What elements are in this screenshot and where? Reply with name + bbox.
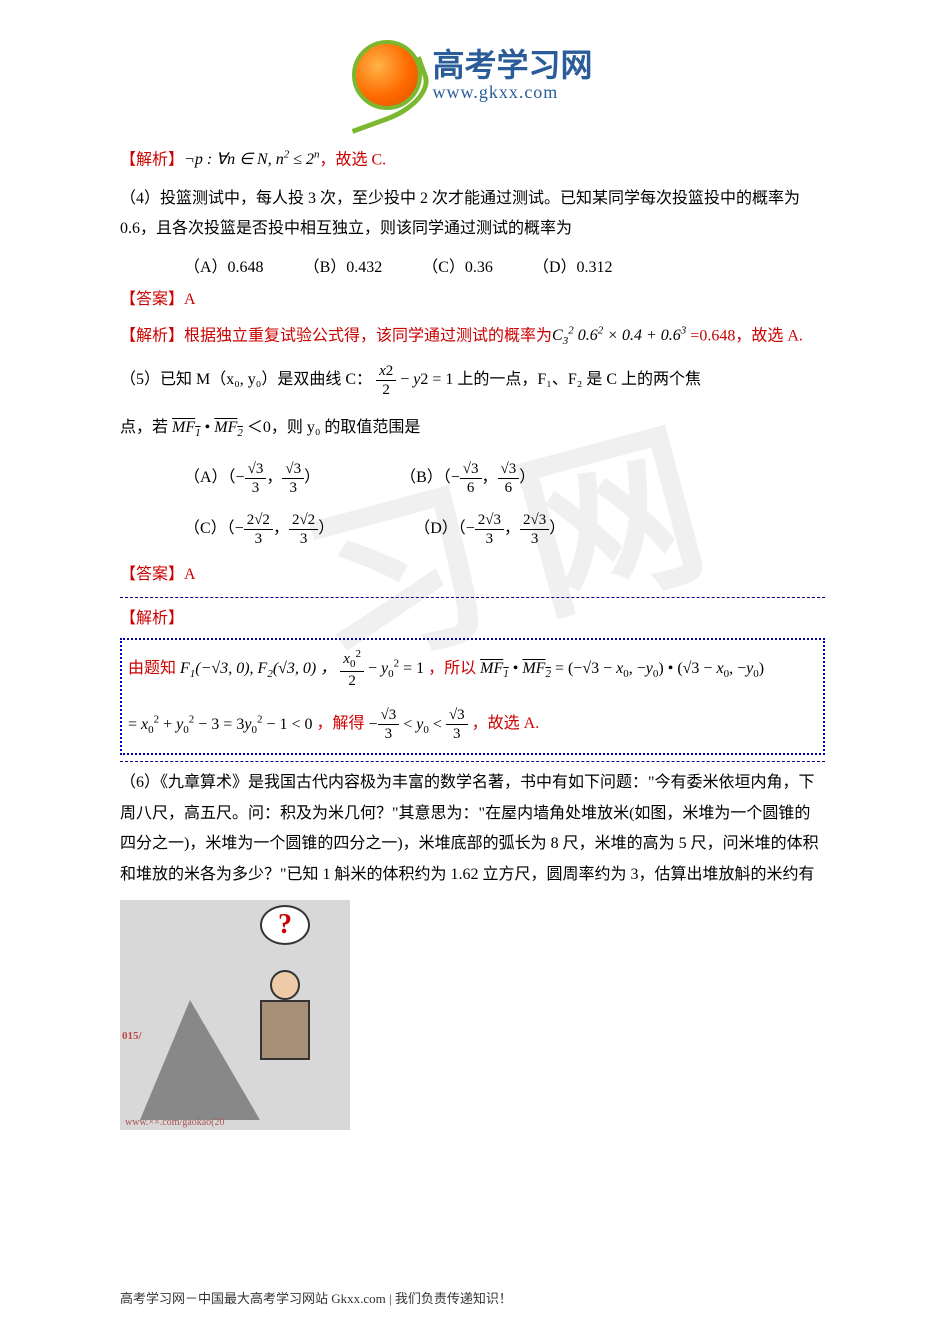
q4-answer: 【答案】A: [120, 285, 825, 315]
q5-options-ab: （A）（−√33，√33） （B）（−√36，√36）: [120, 460, 825, 497]
q5-optC: （C）（−2√23，2√23）: [184, 511, 334, 548]
logo-url: www.gkxx.com: [432, 83, 592, 103]
q4-optA: （A）0.648: [184, 253, 264, 277]
q5-optA: （A）（−√33，√33）: [184, 460, 320, 497]
logo-title: 高考学习网: [432, 48, 592, 83]
q5-analysis-label: 【解析】: [120, 604, 825, 634]
page-footer: 高考学习网－中国最大高考学习网站 Gkxx.com | 我们负责传递知识！: [120, 1288, 512, 1307]
q6-figure: 015/ ? www.××.com/gaokao(20: [120, 900, 350, 1130]
q4-options: （A）0.648 （B）0.432 （C）0.36 （D）0.312: [120, 253, 825, 277]
q5-optB: （B）（−√36，√36）: [400, 460, 535, 497]
q5-solution-box: 由题知 F1(−√3, 0), F2(√3, 0) ， x022 − y02 =…: [120, 638, 825, 755]
q5-text1: （5）已知 M（x₀, y₀）是双曲线 C： x22 − y2 = 1 上的一点…: [120, 362, 825, 399]
q4-optC: （C）0.36: [422, 253, 493, 277]
q5-answer: 【答案】A: [120, 560, 825, 590]
q4-analysis: 【解析】根据独立重复试验公式得，该同学通过测试的概率为C32 0.62 × 0.…: [120, 321, 825, 352]
q6-text: （6）《九章算术》是我国古代内容极为丰富的数学名著，书中有如下问题："今有委米依…: [120, 768, 825, 890]
q5-text2: 点，若 MF1 • MF2 ＜0，则 y₀ 的取值范围是: [120, 413, 825, 444]
q3-analysis: 【解析】¬p : ∀n ∈ N, n2 ≤ 2n，故选 C.: [120, 145, 825, 176]
q4-text: （4）投篮测试中，每人投 3 次，至少投中 2 次才能通过测试。已知某同学每次投…: [120, 184, 825, 245]
site-logo: 高考学习网 www.gkxx.com: [120, 40, 825, 115]
q4-optB: （B）0.432: [304, 253, 383, 277]
thought-bubble: ?: [260, 905, 310, 945]
q5-options-cd: （C）（−2√23，2√23） （D）（−2√33，2√33）: [120, 511, 825, 548]
q4-optD: （D）0.312: [533, 253, 613, 277]
q5-optD: （D）（−2√33，2√33）: [414, 511, 565, 548]
